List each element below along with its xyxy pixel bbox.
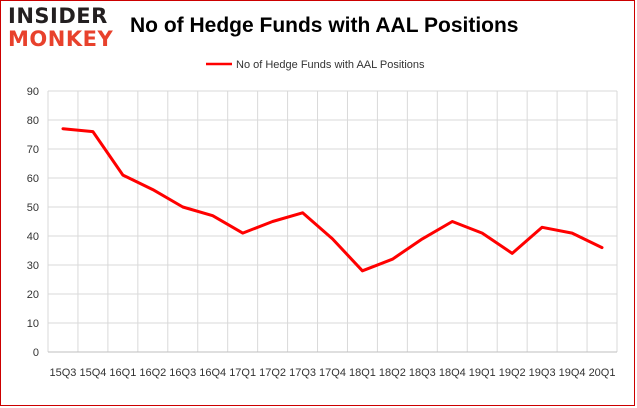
- data-point: [211, 214, 214, 217]
- data-point: [91, 130, 95, 133]
- y-tick-label: 40: [27, 231, 39, 243]
- y-tick-label: 0: [33, 347, 39, 359]
- x-tick-label: 19Q3: [529, 367, 556, 379]
- y-tick-label: 70: [27, 144, 39, 156]
- data-point: [481, 231, 484, 235]
- data-point: [61, 127, 65, 130]
- x-tick-label: 18Q1: [349, 367, 376, 379]
- data-point: [151, 188, 155, 191]
- data-point: [600, 246, 604, 249]
- y-tick-label: 30: [27, 260, 39, 272]
- logo-line-1: INSIDER: [8, 4, 108, 28]
- data-point: [271, 220, 274, 223]
- x-tick-label: 20Q1: [589, 367, 616, 379]
- data-point: [331, 237, 334, 241]
- x-tick-label: 17Q2: [259, 367, 286, 379]
- insider-monkey-logo: INSIDER MONKEY: [8, 4, 116, 54]
- x-tick-label: 15Q3: [50, 367, 77, 379]
- data-point: [510, 252, 514, 255]
- chart-title: No of Hedge Funds with AAL Positions: [130, 14, 519, 37]
- data-point: [391, 258, 394, 261]
- x-tick-label: 16Q2: [139, 367, 166, 379]
- logo-line-2: MONKEY: [8, 27, 114, 51]
- x-tick-label: 15Q4: [79, 367, 106, 379]
- y-tick-label: 90: [27, 86, 39, 98]
- x-tick-label: 17Q4: [319, 367, 346, 379]
- x-tick-label: 18Q2: [379, 367, 406, 379]
- y-tick-labels: 0 10 20 30 40 50 60 70 80 90: [27, 86, 39, 359]
- x-tick-label: 16Q4: [199, 367, 226, 379]
- data-point: [121, 173, 125, 177]
- x-tick-label: 19Q2: [499, 367, 526, 379]
- data-point: [241, 231, 244, 235]
- data-point: [570, 231, 574, 235]
- y-tick-label: 10: [27, 318, 39, 330]
- data-point: [361, 269, 364, 272]
- series-lines: [61, 127, 604, 273]
- data-point: [421, 237, 424, 241]
- x-tick-label: 16Q1: [109, 367, 136, 379]
- x-tick-label: 19Q1: [469, 367, 496, 379]
- x-tick-label: 19Q4: [559, 367, 586, 379]
- data-point: [301, 211, 304, 214]
- data-point: [540, 226, 544, 229]
- x-tick-label: 17Q3: [289, 367, 316, 379]
- y-tick-label: 20: [27, 289, 39, 301]
- series-line: [61, 127, 604, 273]
- y-tick-label: 60: [27, 173, 39, 185]
- x-tick-label: 18Q3: [409, 367, 436, 379]
- legend: No of Hedge Funds with AAL Positions: [206, 59, 425, 71]
- x-tick-label: 17Q1: [229, 367, 256, 379]
- x-tick-labels: 15Q3 15Q4 16Q1 16Q2 16Q3 16Q4 17Q1 17Q2 17Q3 17Q4…: [50, 367, 616, 379]
- data-point: [181, 205, 184, 209]
- x-tick-label: 16Q3: [169, 367, 196, 379]
- y-tick-label: 80: [27, 115, 39, 127]
- legend-label: No of Hedge Funds with AAL Positions: [236, 59, 425, 71]
- x-tick-label: 18Q4: [439, 367, 466, 379]
- y-tick-label: 50: [27, 202, 39, 214]
- data-point: [451, 220, 454, 223]
- grid-lines: [47, 90, 618, 352]
